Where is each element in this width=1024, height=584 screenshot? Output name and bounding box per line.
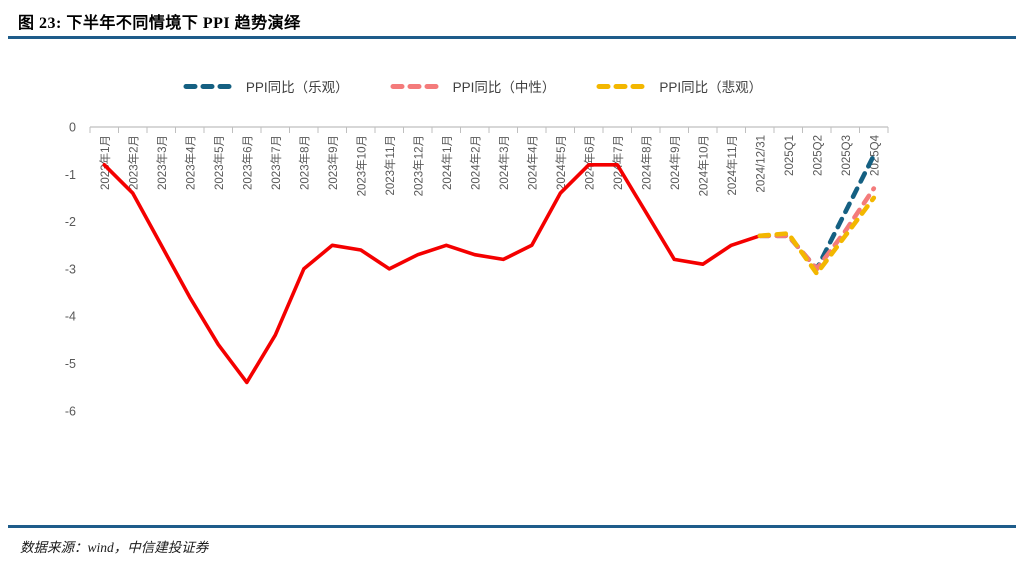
- x-tick-label: 2023年7月: [269, 135, 283, 190]
- x-tick-label: 2023年9月: [326, 135, 340, 190]
- legend-label-optimistic: PPI同比（乐观）: [245, 80, 349, 95]
- x-tick-label: 2023年3月: [155, 135, 169, 190]
- x-tick-label: 2024年1月: [440, 135, 454, 190]
- series-line-0: [102, 163, 762, 385]
- x-tick-label: 2025Q2: [812, 135, 824, 176]
- x-tick-label: 2023年12月: [411, 135, 425, 196]
- x-tick-label: 2025Q3: [841, 135, 853, 176]
- x-tick-label: 2023年2月: [126, 135, 140, 190]
- y-tick-label: -1: [65, 168, 76, 182]
- x-tick-label: 2024年5月: [554, 135, 568, 190]
- x-tick-label: 2024年4月: [525, 135, 539, 190]
- y-tick-label: -3: [65, 262, 76, 276]
- legend-item-pessimistic: PPI同比（悲观）: [595, 76, 762, 96]
- x-tick-label: 2025Q4: [869, 134, 881, 176]
- chart-legend: PPI同比（乐观） PPI同比（中性） PPI同比（悲观）: [0, 76, 944, 96]
- y-tick-label: -2: [65, 215, 76, 229]
- y-tick-label: -4: [65, 310, 76, 324]
- x-tick-label: 2024年8月: [639, 135, 653, 190]
- x-tick-label: 2023年1月: [98, 135, 112, 190]
- dashed-line-swatch-pessimistic: [596, 83, 652, 89]
- x-tick-label: 2024年6月: [582, 135, 596, 190]
- x-tick-label: 2024年11月: [725, 135, 739, 196]
- x-tick-label: 2024年10月: [696, 135, 710, 196]
- y-tick-label: -6: [65, 404, 76, 418]
- x-tick-label: 2025Q1: [784, 135, 796, 176]
- footer-rule: [8, 525, 1016, 528]
- dashed-line-swatch-neutral: [390, 83, 446, 89]
- x-tick-label: 2023年5月: [212, 135, 226, 190]
- title-rule: [8, 36, 1016, 39]
- x-tick-label: 2023年10月: [354, 135, 368, 196]
- x-tick-label: 2024年9月: [668, 135, 682, 190]
- x-tick-label: 2023年4月: [183, 135, 197, 190]
- x-tick-label: 2023年6月: [240, 135, 254, 190]
- x-tick-label: 2024年7月: [611, 135, 625, 190]
- data-source: 数据来源：wind，中信建投证券: [20, 540, 209, 555]
- x-tick-label: 2023年11月: [383, 135, 397, 196]
- series-line-3: [757, 195, 877, 276]
- legend-label-neutral: PPI同比（中性）: [452, 80, 556, 95]
- x-tick-label: 2024年3月: [497, 135, 511, 190]
- legend-label-pessimistic: PPI同比（悲观）: [659, 80, 763, 95]
- figure-title: 图 23: 下半年不同情境下 PPI 趋势演绎: [18, 15, 301, 32]
- x-tick-label: 2024年2月: [468, 135, 482, 190]
- y-tick-label: -5: [65, 357, 76, 371]
- legend-item-neutral: PPI同比（中性）: [389, 76, 556, 96]
- legend-item-optimistic: PPI同比（乐观）: [182, 76, 349, 96]
- y-tick-label: 0: [69, 121, 76, 135]
- dashed-line-swatch-optimistic: [183, 83, 239, 89]
- series-line-2: [757, 186, 877, 272]
- x-tick-label: 2024/12/31: [755, 135, 767, 193]
- x-tick-label: 2023年8月: [297, 135, 311, 190]
